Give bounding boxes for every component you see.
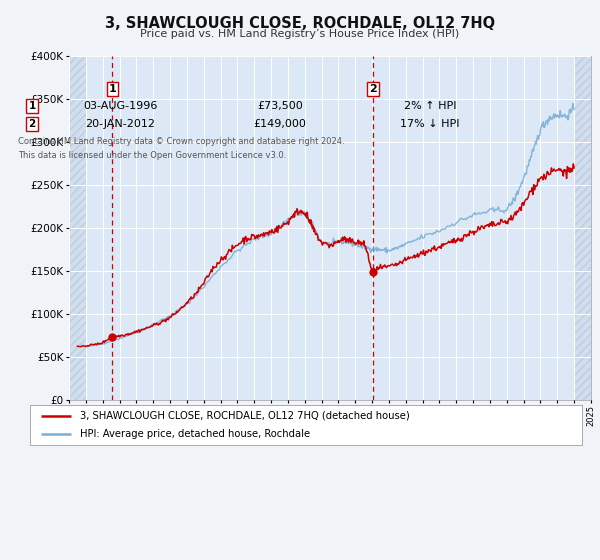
Text: 17% ↓ HPI: 17% ↓ HPI <box>400 119 460 129</box>
Text: 2: 2 <box>369 83 377 94</box>
Text: £73,500: £73,500 <box>257 101 303 111</box>
Text: 03-AUG-1996: 03-AUG-1996 <box>83 101 157 111</box>
Text: £149,000: £149,000 <box>254 119 307 129</box>
Text: HPI: Average price, detached house, Rochdale: HPI: Average price, detached house, Roch… <box>80 430 310 439</box>
Text: Price paid vs. HM Land Registry’s House Price Index (HPI): Price paid vs. HM Land Registry’s House … <box>140 29 460 39</box>
Text: 1: 1 <box>109 83 116 94</box>
Bar <box>574 56 591 400</box>
Text: 2: 2 <box>28 119 35 129</box>
Text: 3, SHAWCLOUGH CLOSE, ROCHDALE, OL12 7HQ: 3, SHAWCLOUGH CLOSE, ROCHDALE, OL12 7HQ <box>105 16 495 31</box>
Text: This data is licensed under the Open Government Licence v3.0.: This data is licensed under the Open Gov… <box>18 151 286 160</box>
Text: 1: 1 <box>28 101 35 111</box>
Text: 20-JAN-2012: 20-JAN-2012 <box>85 119 155 129</box>
Text: Contains HM Land Registry data © Crown copyright and database right 2024.: Contains HM Land Registry data © Crown c… <box>18 138 344 147</box>
Text: 2% ↑ HPI: 2% ↑ HPI <box>404 101 456 111</box>
Bar <box>69 56 86 400</box>
Text: 3, SHAWCLOUGH CLOSE, ROCHDALE, OL12 7HQ (detached house): 3, SHAWCLOUGH CLOSE, ROCHDALE, OL12 7HQ … <box>80 411 409 421</box>
